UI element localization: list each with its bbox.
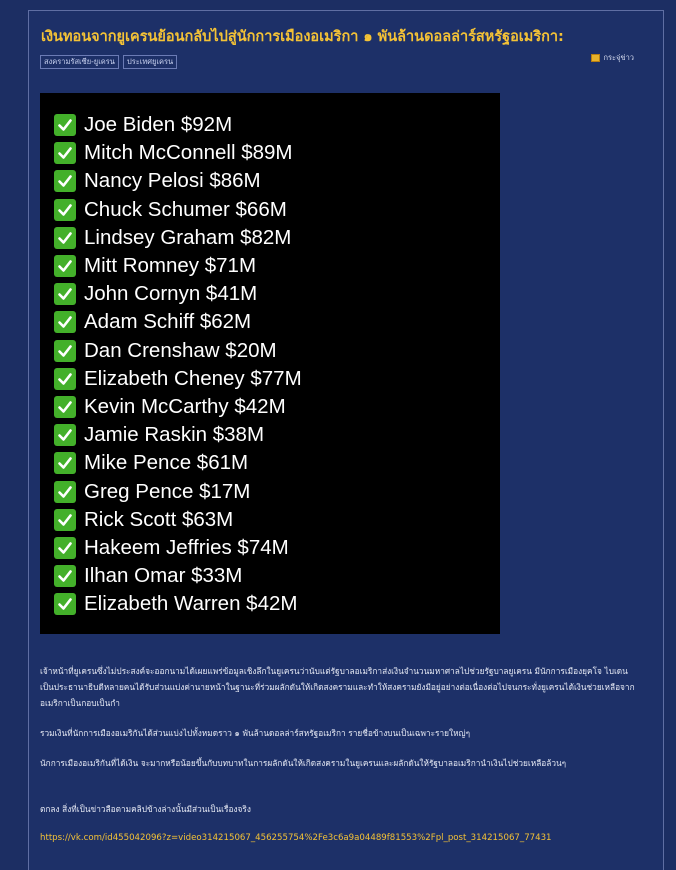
list-item: Elizabeth Cheney $77M	[54, 365, 302, 393]
list-item-label: Elizabeth Cheney $77M	[84, 366, 302, 390]
list-item-label: Jamie Raskin $38M	[84, 423, 265, 447]
list-item-label: Dan Crenshaw $20M	[84, 338, 277, 362]
video-link[interactable]: https://vk.com/id455042096?z=video314215…	[40, 833, 552, 843]
list-item: Ilhan Omar $33M	[54, 562, 242, 590]
list-item: Mike Pence $61M	[54, 449, 248, 477]
post-image: Joe Biden $92M Mitch McConnell $89M Nancy …	[40, 93, 500, 634]
list-item: Adam Schiff $62M	[54, 308, 251, 336]
checkmark-icon	[54, 396, 76, 418]
tag-russia-ukraine-war[interactable]: สงครามรัสเซีย-ยูเครน	[40, 55, 119, 69]
checkmark-icon	[54, 480, 76, 503]
checkmark-icon	[54, 339, 76, 362]
list-item: Hakeem Jeffries $74M	[54, 534, 289, 562]
list-item: Joe Biden $92M	[54, 111, 232, 139]
paragraph: รวมเงินที่นักการเมืองอเมริกันได้ส่วนแบ่ง…	[40, 728, 471, 738]
list-item: Kevin McCarthy $42M	[54, 393, 286, 421]
share-icon	[591, 54, 601, 62]
list-item: Nancy Pelosi $86M	[54, 167, 261, 195]
paragraph: นักการเมืองอเมริกันที่ได้เงิน จะมากหรือน…	[40, 758, 567, 768]
checkmark-icon	[54, 424, 76, 447]
checkmark-icon	[54, 198, 76, 221]
list-item-label: John Cornyn $41M	[84, 282, 258, 306]
list-item-label: Hakeem Jeffries $74M	[84, 536, 289, 559]
share-button[interactable]: กระจุ่ข่าว	[591, 52, 634, 64]
paragraph: เจ้าหน้าที่ยูเครนซึ่งไม่ประสงค์จะออกนามไ…	[40, 666, 635, 708]
list-item: Lindsey Graham $82M	[54, 224, 291, 252]
tag-ukraine[interactable]: ประเทศยูเครน	[122, 55, 178, 69]
checkmark-icon	[54, 283, 76, 306]
checkmark-icon	[54, 565, 76, 588]
list-item-label: Kevin McCarthy $42M	[84, 395, 286, 418]
checkmark-icon	[54, 537, 76, 559]
list-item: Rick Scott $63M	[54, 506, 233, 534]
list-item-label: Rick Scott $63M	[84, 507, 234, 531]
checkmark-icon	[54, 311, 76, 334]
checkmark-icon	[54, 367, 76, 390]
list-item: Mitch McConnell $89M	[54, 139, 293, 167]
share-label: กระจุ่ข่าว	[603, 53, 634, 62]
checkmark-icon	[54, 593, 76, 616]
list-item: Mitt Romney $71M	[54, 252, 256, 280]
list-item-label: Lindsey Graham $82M	[84, 225, 292, 249]
list-item-label: Mitt Romney $71M	[84, 254, 257, 277]
list-item: Jamie Raskin $38M	[54, 421, 264, 449]
list-item-label: Adam Schiff $62M	[84, 310, 252, 334]
list-item-label: Elizabeth Warren $42M	[84, 592, 298, 616]
list-item: Elizabeth Warren $42M	[54, 590, 297, 618]
checkmark-icon	[54, 142, 76, 165]
list-item: Greg Pence $17M	[54, 478, 250, 506]
list-item: John Cornyn $41M	[54, 280, 257, 308]
list-item: Chuck Schumer $66M	[54, 196, 287, 224]
checkmark-icon	[54, 255, 76, 277]
list-item: Dan Crenshaw $20M	[54, 337, 277, 365]
checkmark-icon	[54, 226, 76, 249]
checkmark-icon	[54, 114, 76, 136]
checkmark-icon	[54, 452, 76, 475]
list-item-label: Nancy Pelosi $86M	[84, 169, 261, 193]
checkmark-icon	[54, 508, 76, 531]
list-item-label: Joe Biden $92M	[84, 113, 233, 136]
list-item-label: Chuck Schumer $66M	[84, 197, 287, 221]
list-item-label: Greg Pence $17M	[84, 479, 251, 503]
paragraph: ตกลง สิ่งที่เป็นข่าวลือตามคลิปข้างล่างนั…	[40, 804, 251, 814]
tag-list: สงครามรัสเซีย-ยูเครน ประเทศยูเครน	[40, 55, 178, 69]
list-item-label: Ilhan Omar $33M	[84, 564, 243, 588]
checkmark-icon	[54, 170, 76, 193]
list-item-label: Mike Pence $61M	[84, 451, 249, 475]
post-title: เงินทอนจากยูเครนย้อนกลับไปสู่นักการเมือง…	[41, 29, 564, 45]
list-item-label: Mitch McConnell $89M	[84, 141, 293, 165]
